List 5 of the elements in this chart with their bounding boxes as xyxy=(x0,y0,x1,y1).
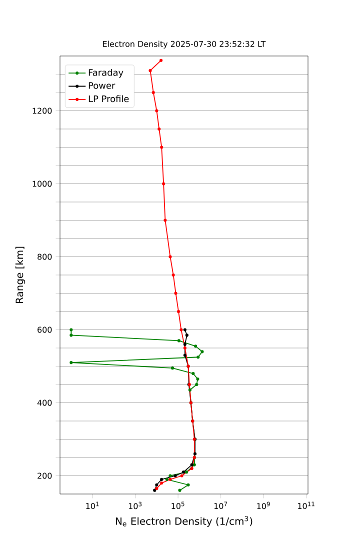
y-axis-title: Range [km] xyxy=(15,246,26,304)
legend-label: Power xyxy=(88,82,116,89)
legend-label: Faraday xyxy=(88,68,124,78)
legend-label: LP Profile xyxy=(88,95,129,102)
x-axis-title: N$_{e}$ Electron Density (1/cm$^{3}$) xyxy=(116,516,252,527)
